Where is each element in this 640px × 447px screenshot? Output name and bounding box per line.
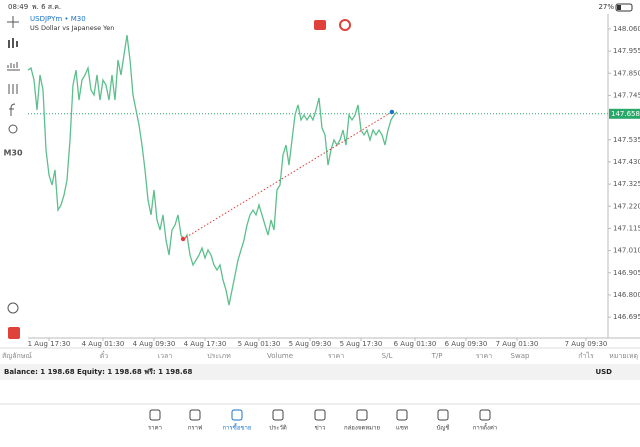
- left-toolbar: [7, 16, 20, 314]
- tab-label: กล่องจดหมาย: [344, 425, 380, 432]
- tab[interactable]: บัญชี: [437, 409, 450, 432]
- y-tick-label: 147.115: [613, 224, 640, 232]
- function-icon[interactable]: [9, 103, 16, 116]
- trend-start: [180, 236, 186, 242]
- y-tick-label: 147.955: [613, 47, 640, 55]
- tab-icon: [314, 409, 326, 421]
- y-tick-label: 147.325: [613, 180, 640, 188]
- current-price-box: [609, 108, 640, 119]
- x-tick-label: 5 Aug 17:30: [340, 340, 383, 348]
- chart-title: USDJPYm • M30: [30, 15, 86, 23]
- y-tick-label: 147.850: [613, 69, 640, 77]
- table-header: S/L: [382, 352, 393, 360]
- tab-icon: [437, 409, 449, 421]
- x-tick-label: 5 Aug 09:30: [289, 340, 332, 348]
- y-tick-label: 146.905: [613, 269, 640, 277]
- y-tick-label: 147.745: [613, 91, 640, 99]
- tab-label: การซื้อขาย: [223, 422, 252, 432]
- battery-level: [617, 5, 621, 10]
- y-tick-label: 146.800: [613, 291, 640, 299]
- tab-icon: [231, 409, 243, 421]
- timeframe[interactable]: M30: [3, 149, 23, 158]
- logo-icon[interactable]: [8, 327, 20, 339]
- table-header: หมายเหตุ: [609, 352, 638, 360]
- tab-icon: [396, 409, 408, 421]
- trend-end: [389, 109, 395, 115]
- x-tick-label: 1 Aug 17:30: [28, 340, 71, 348]
- y-tick-label: 147.010: [613, 247, 640, 255]
- x-tick-label: 5 Aug 01:30: [238, 340, 281, 348]
- tab-icon: [189, 409, 201, 421]
- table-header: กำไร: [578, 351, 594, 360]
- tab-label: บัญชี: [437, 424, 450, 432]
- table-header: ตั๋ว: [100, 351, 109, 360]
- objects-icon[interactable]: [8, 124, 18, 134]
- y-tick-label: 147.430: [613, 158, 640, 166]
- table-header: Volume: [267, 352, 293, 360]
- tab[interactable]: ข่าว: [314, 409, 326, 432]
- table-header: Swap: [511, 352, 530, 360]
- tab[interactable]: การซื้อขาย: [223, 409, 252, 432]
- bars-icon[interactable]: [7, 62, 20, 71]
- table-header: สัญลักษณ์: [2, 352, 32, 360]
- battery-icon: [615, 3, 633, 12]
- table-header: T/P: [431, 352, 443, 360]
- tab[interactable]: แชท: [396, 409, 408, 432]
- tab-label: ข่าว: [315, 425, 326, 432]
- account-row: [0, 364, 640, 380]
- status-time: 08:49: [8, 3, 28, 11]
- account-currency: USD: [595, 368, 612, 376]
- x-tick-label: 4 Aug 09:30: [133, 340, 176, 348]
- tab-label: แชท: [396, 425, 408, 432]
- tab-label: ประวัติ: [269, 425, 287, 432]
- tab[interactable]: ราคา: [148, 409, 162, 432]
- table-header: เวลา: [158, 352, 173, 360]
- trend-line: [182, 111, 393, 240]
- tab[interactable]: กราฟ: [188, 409, 202, 432]
- y-tick-label: 146.695: [613, 313, 640, 321]
- tab[interactable]: ประวัติ: [269, 409, 287, 432]
- chart-subtitle: US Dollar vs Japanese Yen: [30, 24, 114, 32]
- status-battery: 27%: [598, 3, 614, 11]
- tab-label: การตั้งค่า: [473, 422, 497, 432]
- x-tick-label: 6 Aug 01:30: [394, 340, 437, 348]
- x-tick-label: 7 Aug 09:30: [565, 340, 608, 348]
- candles-icon[interactable]: [8, 38, 18, 48]
- tab-label: กราฟ: [188, 425, 202, 432]
- table-header: ราคา: [476, 352, 492, 360]
- tab-icon: [272, 409, 284, 421]
- tab[interactable]: กล่องจดหมาย: [344, 409, 380, 432]
- y-tick-label: 148.060: [613, 25, 640, 33]
- x-tick-label: 6 Aug 09:30: [445, 340, 488, 348]
- crosshair-icon[interactable]: [7, 16, 19, 28]
- y-tick-label: 147.535: [613, 136, 640, 144]
- account-summary: Balance: 1 198.68 Equity: 1 198.68 ฟรี: …: [4, 368, 193, 376]
- tab-icon: [149, 409, 161, 421]
- tab[interactable]: การตั้งค่า: [473, 409, 497, 432]
- signal-icon[interactable]: [339, 19, 351, 31]
- indicators-icon[interactable]: [8, 84, 18, 94]
- tab-icon: [479, 409, 491, 421]
- x-tick-label: 4 Aug 17:30: [184, 340, 227, 348]
- trade-icon[interactable]: [314, 20, 326, 30]
- price-line: [27, 34, 398, 306]
- table-header: ประเภท: [207, 352, 231, 360]
- table-header: ราคา: [328, 352, 344, 360]
- x-tick-label: 7 Aug 01:30: [496, 340, 539, 348]
- status-date: พ. 6 ส.ค.: [32, 3, 61, 11]
- y-tick-label: 147.220: [613, 202, 640, 210]
- x-tick-label: 4 Aug 01:30: [82, 340, 125, 348]
- tab-label: ราคา: [148, 425, 162, 432]
- tab-icon: [356, 409, 368, 421]
- current-price-label: 147.658: [611, 110, 640, 118]
- zoom-icon[interactable]: [7, 302, 19, 314]
